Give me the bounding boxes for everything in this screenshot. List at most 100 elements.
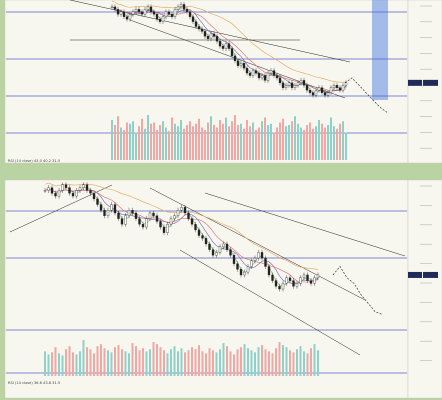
- candle-body: [194, 21, 198, 27]
- candle-body: [314, 90, 318, 96]
- candle-body: [169, 218, 173, 225]
- volume-bar: [145, 351, 148, 376]
- volume-bar: [330, 117, 332, 160]
- volume-bar: [270, 123, 272, 160]
- candle-body: [218, 41, 222, 47]
- volume-bar: [159, 347, 162, 376]
- volume-bar: [268, 351, 270, 376]
- volume-bar: [177, 126, 179, 160]
- volume-bar: [233, 354, 235, 376]
- volume-bar: [312, 128, 314, 160]
- candle-body: [170, 14, 174, 17]
- volume-bar: [315, 126, 317, 160]
- trend-line: [149, 187, 366, 301]
- volume-bar: [204, 130, 206, 160]
- candle-body: [254, 70, 258, 74]
- candle-body: [197, 26, 201, 30]
- volume-bar: [123, 130, 125, 160]
- candle-body: [246, 266, 250, 273]
- volume-bar: [271, 353, 274, 376]
- volume-bar: [313, 344, 316, 376]
- volume-bar: [303, 351, 305, 376]
- volume-bar: [103, 348, 106, 376]
- candle-body: [236, 263, 239, 270]
- candle-body: [191, 16, 195, 22]
- current-price-tag: [408, 271, 422, 278]
- target-zone-box: [372, 0, 388, 100]
- candle-body: [293, 85, 297, 88]
- candle-body: [311, 92, 315, 96]
- volume-bar: [240, 347, 242, 376]
- volume-layer: [44, 115, 347, 376]
- candle-body: [176, 209, 180, 216]
- candle-body: [57, 190, 61, 197]
- volume-bar: [153, 122, 155, 160]
- volume-bar: [86, 347, 88, 376]
- volume-bar: [138, 350, 141, 376]
- candle-body: [182, 4, 186, 10]
- volume-bar: [250, 350, 253, 376]
- volume-bar: [201, 127, 203, 160]
- candle-body: [117, 212, 120, 219]
- volume-bar: [279, 122, 281, 160]
- volume-bar: [198, 118, 200, 160]
- volume-bar: [205, 353, 207, 376]
- volume-bar: [180, 120, 182, 160]
- candle-body: [236, 60, 240, 66]
- candle-body: [148, 212, 152, 219]
- volume-bar: [243, 128, 245, 160]
- candle-body: [155, 14, 159, 20]
- candle-body: [257, 72, 261, 79]
- candle-body: [203, 31, 207, 37]
- candle-body: [239, 269, 243, 276]
- candle-body: [281, 82, 285, 88]
- volume-bar: [339, 123, 341, 160]
- volume-bar: [228, 126, 230, 160]
- candle-body: [138, 218, 141, 225]
- volume-bar: [173, 346, 176, 376]
- volume-bar: [171, 117, 173, 160]
- volume-bar: [121, 349, 123, 376]
- volume-bar: [194, 349, 197, 376]
- candle-body: [299, 80, 303, 84]
- volume-bar: [47, 354, 50, 376]
- volume-bar: [75, 354, 78, 376]
- candle-body: [75, 190, 78, 197]
- volume-bar: [120, 127, 122, 160]
- candle-body: [158, 18, 162, 22]
- candle-body: [251, 70, 255, 76]
- volume-bar: [195, 123, 197, 160]
- candle-body: [292, 280, 295, 287]
- candle-body: [43, 190, 47, 192]
- volume-bar: [296, 349, 298, 376]
- candle-body: [201, 235, 204, 239]
- volume-bar: [141, 118, 143, 160]
- candle-body: [204, 238, 208, 245]
- volume-bar: [288, 125, 290, 160]
- volume-bar: [342, 121, 344, 160]
- candle-body: [215, 252, 218, 256]
- candle-body: [78, 187, 82, 191]
- volume-bar: [226, 346, 228, 376]
- candle-body: [161, 16, 165, 22]
- candle-body: [257, 252, 260, 259]
- candle-body: [137, 9, 141, 12]
- volume-bar: [132, 121, 134, 160]
- candle-body: [295, 283, 299, 287]
- candle-body: [61, 184, 64, 191]
- volume-bar: [254, 352, 256, 376]
- volume-bar: [144, 128, 146, 160]
- volume-bar: [216, 127, 218, 160]
- candle-body: [221, 45, 225, 49]
- candle-body: [200, 28, 204, 32]
- candle-body: [173, 9, 177, 17]
- volume-bar: [186, 125, 188, 160]
- volume-bar: [65, 349, 67, 376]
- candle-body: [326, 92, 330, 96]
- volume-bar: [114, 347, 116, 376]
- volume-bar: [317, 350, 319, 376]
- candle-body: [222, 243, 225, 247]
- candle-body: [92, 193, 96, 200]
- volume-bar: [191, 347, 193, 376]
- volume-bar: [162, 121, 164, 160]
